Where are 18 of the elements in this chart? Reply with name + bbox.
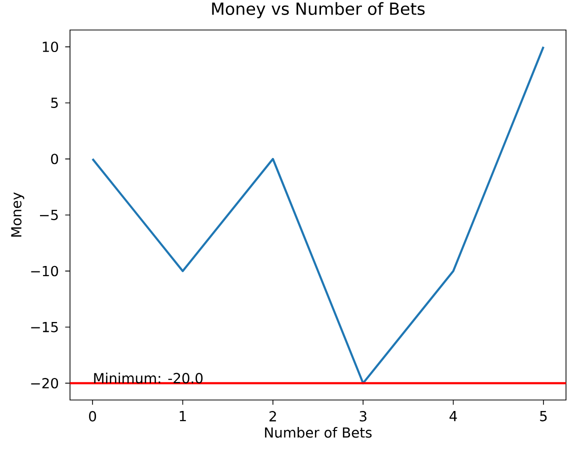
x-tick-label: 2 <box>270 411 276 422</box>
y-axis-title: Money <box>11 192 24 237</box>
y-tick-label: −10 <box>31 266 58 276</box>
annotation: Minimum: -20.0 <box>94 372 203 384</box>
x-tick-label: 3 <box>360 411 366 422</box>
line-series <box>92 46 544 384</box>
y-tick-label: 10 <box>42 42 58 52</box>
x-tick-label: 1 <box>180 411 186 422</box>
y-tick-label: −20 <box>31 378 58 388</box>
y-tick-label: 0 <box>51 154 58 164</box>
x-tick-label: 4 <box>450 411 457 422</box>
chart-title: Money vs Number of Bets <box>212 2 425 18</box>
x-axis-title: Number of Bets <box>265 427 372 438</box>
x-tick-label: 0 <box>89 411 96 422</box>
x-tick-label: 5 <box>540 411 547 422</box>
y-tick-label: −15 <box>31 322 58 332</box>
y-tick-label: 5 <box>51 98 58 108</box>
y-tick-label: −5 <box>40 210 58 220</box>
